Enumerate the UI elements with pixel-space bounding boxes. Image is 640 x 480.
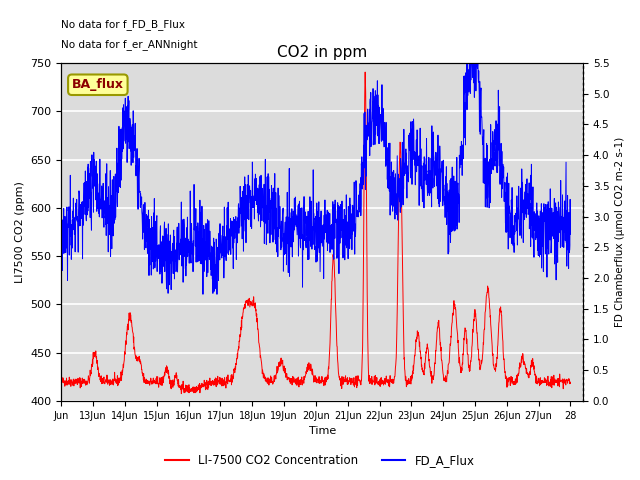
Y-axis label: FD Chamberflux (μmol CO2 m-2 s-1): FD Chamberflux (μmol CO2 m-2 s-1) <box>615 137 625 327</box>
Text: No data for f_er_ANNnight: No data for f_er_ANNnight <box>61 39 198 50</box>
Text: BA_flux: BA_flux <box>72 78 124 91</box>
Text: No data for f_FD_B_Flux: No data for f_FD_B_Flux <box>61 19 186 30</box>
Title: CO2 in ppm: CO2 in ppm <box>277 46 367 60</box>
Y-axis label: LI7500 CO2 (ppm): LI7500 CO2 (ppm) <box>15 181 25 283</box>
Legend: LI-7500 CO2 Concentration, FD_A_Flux: LI-7500 CO2 Concentration, FD_A_Flux <box>161 449 479 472</box>
X-axis label: Time: Time <box>308 426 336 436</box>
